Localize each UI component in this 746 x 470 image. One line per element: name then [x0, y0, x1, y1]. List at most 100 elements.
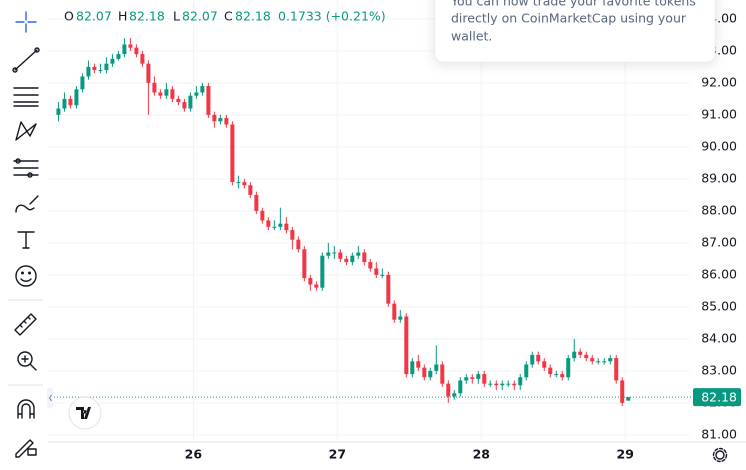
- candle-body: [350, 255, 355, 263]
- candle-body: [134, 47, 139, 55]
- candle-body: [308, 278, 313, 285]
- candle-body: [272, 226, 277, 228]
- emoji-tool[interactable]: [15, 265, 37, 287]
- y-tick-label: 84.00: [701, 330, 737, 345]
- candle-body: [422, 367, 427, 378]
- candle-body: [368, 262, 373, 269]
- candle-body: [476, 374, 481, 379]
- lock-draw-tool[interactable]: [15, 439, 37, 458]
- y-tick-label: 87.00: [701, 234, 737, 249]
- candle-body: [584, 354, 589, 359]
- settings-icon[interactable]: [712, 447, 728, 463]
- candle-body: [608, 358, 613, 362]
- legend-value: 82.07: [182, 9, 218, 24]
- candle-body: [512, 383, 517, 386]
- candle-body: [470, 377, 475, 379]
- candle-body: [140, 54, 145, 64]
- candle-body: [74, 89, 79, 106]
- x-tick-label: 29: [617, 447, 634, 462]
- candle-body: [242, 182, 247, 186]
- candle-body: [416, 361, 421, 368]
- candle-body: [248, 185, 253, 195]
- legend-value: 82.18: [235, 9, 271, 24]
- toolbar: [8, 11, 53, 458]
- candle-body: [524, 364, 529, 378]
- candle-body: [614, 358, 619, 381]
- legend-value: 82.07: [76, 9, 112, 24]
- candle-body: [188, 95, 193, 109]
- candle-body: [266, 220, 271, 227]
- legend-key: C: [224, 9, 233, 24]
- legend-key: H: [118, 9, 127, 24]
- y-tick-label: 88.00: [701, 202, 737, 217]
- candle-body: [146, 63, 151, 83]
- candle-body: [542, 361, 547, 368]
- prediction-tool[interactable]: [13, 158, 39, 178]
- candle-body: [602, 361, 607, 363]
- magnet-tool[interactable]: [17, 399, 35, 419]
- candle-body: [518, 377, 523, 386]
- candle-body: [212, 114, 217, 122]
- candle-body: [548, 367, 553, 375]
- candle-body: [446, 383, 451, 397]
- candle-body: [194, 92, 199, 96]
- plot-area: 2627282981.0082.0083.0084.0085.0086.0087…: [48, 0, 746, 462]
- candle-body: [290, 230, 295, 240]
- candle-body: [428, 370, 433, 378]
- fib-tool[interactable]: [13, 87, 39, 107]
- ruler-tool[interactable]: [14, 313, 37, 336]
- y-tick-label: 91.00: [701, 106, 737, 121]
- candle-body: [200, 86, 205, 93]
- trendline-tool[interactable]: [12, 47, 40, 73]
- y-tick-label: 92.00: [701, 74, 737, 89]
- candle-body: [620, 380, 625, 403]
- brush-tool[interactable]: [15, 195, 39, 213]
- legend-key: O: [64, 9, 74, 24]
- candle-body: [572, 351, 577, 359]
- candle-body: [152, 82, 157, 93]
- zoom-tool[interactable]: [17, 351, 37, 371]
- pattern-tool[interactable]: [15, 121, 37, 141]
- candle-body: [80, 76, 85, 90]
- y-tick-label: 83.00: [701, 362, 737, 377]
- popup-text: directly on CoinMarketCap using your: [451, 11, 687, 26]
- candle-body: [566, 358, 571, 378]
- candle-body: [434, 364, 439, 371]
- candle-body: [110, 58, 115, 64]
- candle-body: [404, 316, 409, 375]
- candle-body: [536, 354, 541, 362]
- candle-body: [92, 66, 97, 71]
- candle-body: [158, 92, 163, 96]
- candle-body: [68, 98, 73, 106]
- legend-change: 0.1733 (+0.21%): [278, 9, 386, 24]
- candle-body: [458, 380, 463, 394]
- collapse-handle[interactable]: [47, 388, 53, 408]
- candle-body: [362, 252, 367, 263]
- ohlc-legend: O 82.07 H 82.18 L 82.07 C 82.18 0.1733 (…: [64, 9, 386, 24]
- popup-text: wallet.: [451, 29, 492, 44]
- candle-body: [440, 364, 445, 384]
- candle-body: [170, 89, 175, 99]
- x-tick-label: 27: [329, 447, 346, 462]
- candle-body: [398, 316, 403, 320]
- candle-body: [464, 377, 469, 381]
- text-tool[interactable]: [17, 231, 35, 249]
- legend-value: 82.18: [129, 9, 165, 24]
- candle-body: [116, 54, 121, 59]
- tradingview-logo[interactable]: [68, 396, 102, 430]
- last-price-box: [693, 388, 741, 407]
- x-tick-label: 28: [473, 447, 490, 462]
- popup: You can now trade your favorite tokens d…: [434, 0, 716, 63]
- y-tick-label: 81.00: [701, 426, 737, 441]
- candle-body: [386, 274, 391, 304]
- crosshair-tool[interactable]: [15, 11, 37, 33]
- candle-body: [344, 258, 349, 263]
- candle-body: [296, 239, 301, 250]
- candle-body: [86, 66, 91, 77]
- candle-body: [62, 98, 67, 109]
- candle-body: [392, 303, 397, 320]
- legend-key: L: [173, 9, 180, 24]
- candle-body: [626, 397, 631, 401]
- candle-body: [560, 374, 565, 378]
